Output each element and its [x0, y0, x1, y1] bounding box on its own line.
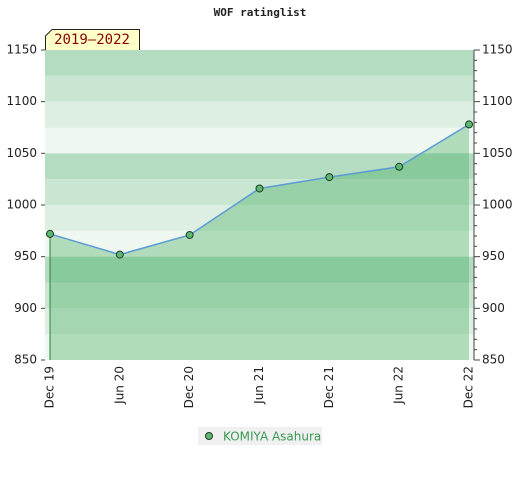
y-tick-label: 1000 [6, 198, 37, 212]
marker [325, 173, 334, 182]
y-tick-label: 1150 [6, 43, 37, 57]
y2-tick-label: 1000 [482, 198, 513, 212]
x-tick-label: Jun 20 [112, 366, 126, 405]
legend-marker [205, 432, 213, 440]
marker [46, 229, 54, 238]
area [50, 124, 469, 361]
y2-tick-label: 1150 [482, 43, 513, 57]
y2-tick-label: 1050 [482, 146, 513, 160]
y2-tick-label: 850 [482, 353, 505, 367]
chart-title: WOF ratinglist [214, 6, 307, 19]
y-tick-label: 850 [14, 353, 37, 367]
marker [185, 230, 194, 239]
band [45, 230, 474, 257]
band [45, 127, 474, 154]
x-tick-label: Dec 22 [462, 366, 476, 408]
y2-tick-label: 1100 [482, 94, 513, 108]
band [45, 50, 474, 76]
band [45, 282, 474, 309]
y2-tick-label: 950 [482, 249, 505, 263]
y-tick-label: 900 [14, 301, 37, 315]
band [45, 205, 474, 231]
plot [46, 120, 473, 361]
marker [255, 184, 264, 193]
legend-label: KOMIYA Asahura [223, 430, 321, 444]
y-tick-label: 1050 [6, 146, 37, 160]
y2-tick-label: 900 [482, 301, 505, 315]
background-bands [45, 50, 474, 360]
x-tick-label: Jun 22 [392, 366, 406, 405]
x-tick-label: Dec 21 [322, 366, 336, 408]
y-tick-label: 950 [14, 249, 37, 263]
band [45, 75, 474, 102]
period-badge [45, 29, 140, 50]
y-tick-label: 1100 [6, 94, 37, 108]
band [45, 334, 474, 360]
band [45, 256, 474, 283]
legend [198, 427, 322, 445]
x-tick-label: Dec 19 [43, 366, 57, 408]
band [45, 308, 474, 335]
marker [395, 162, 404, 171]
band [45, 101, 474, 128]
x-tick-label: Dec 20 [182, 366, 196, 408]
marker [115, 250, 124, 259]
x-tick-label: Jun 21 [252, 366, 266, 405]
marker [465, 120, 473, 129]
period-label: 2019–2022 [54, 32, 130, 48]
